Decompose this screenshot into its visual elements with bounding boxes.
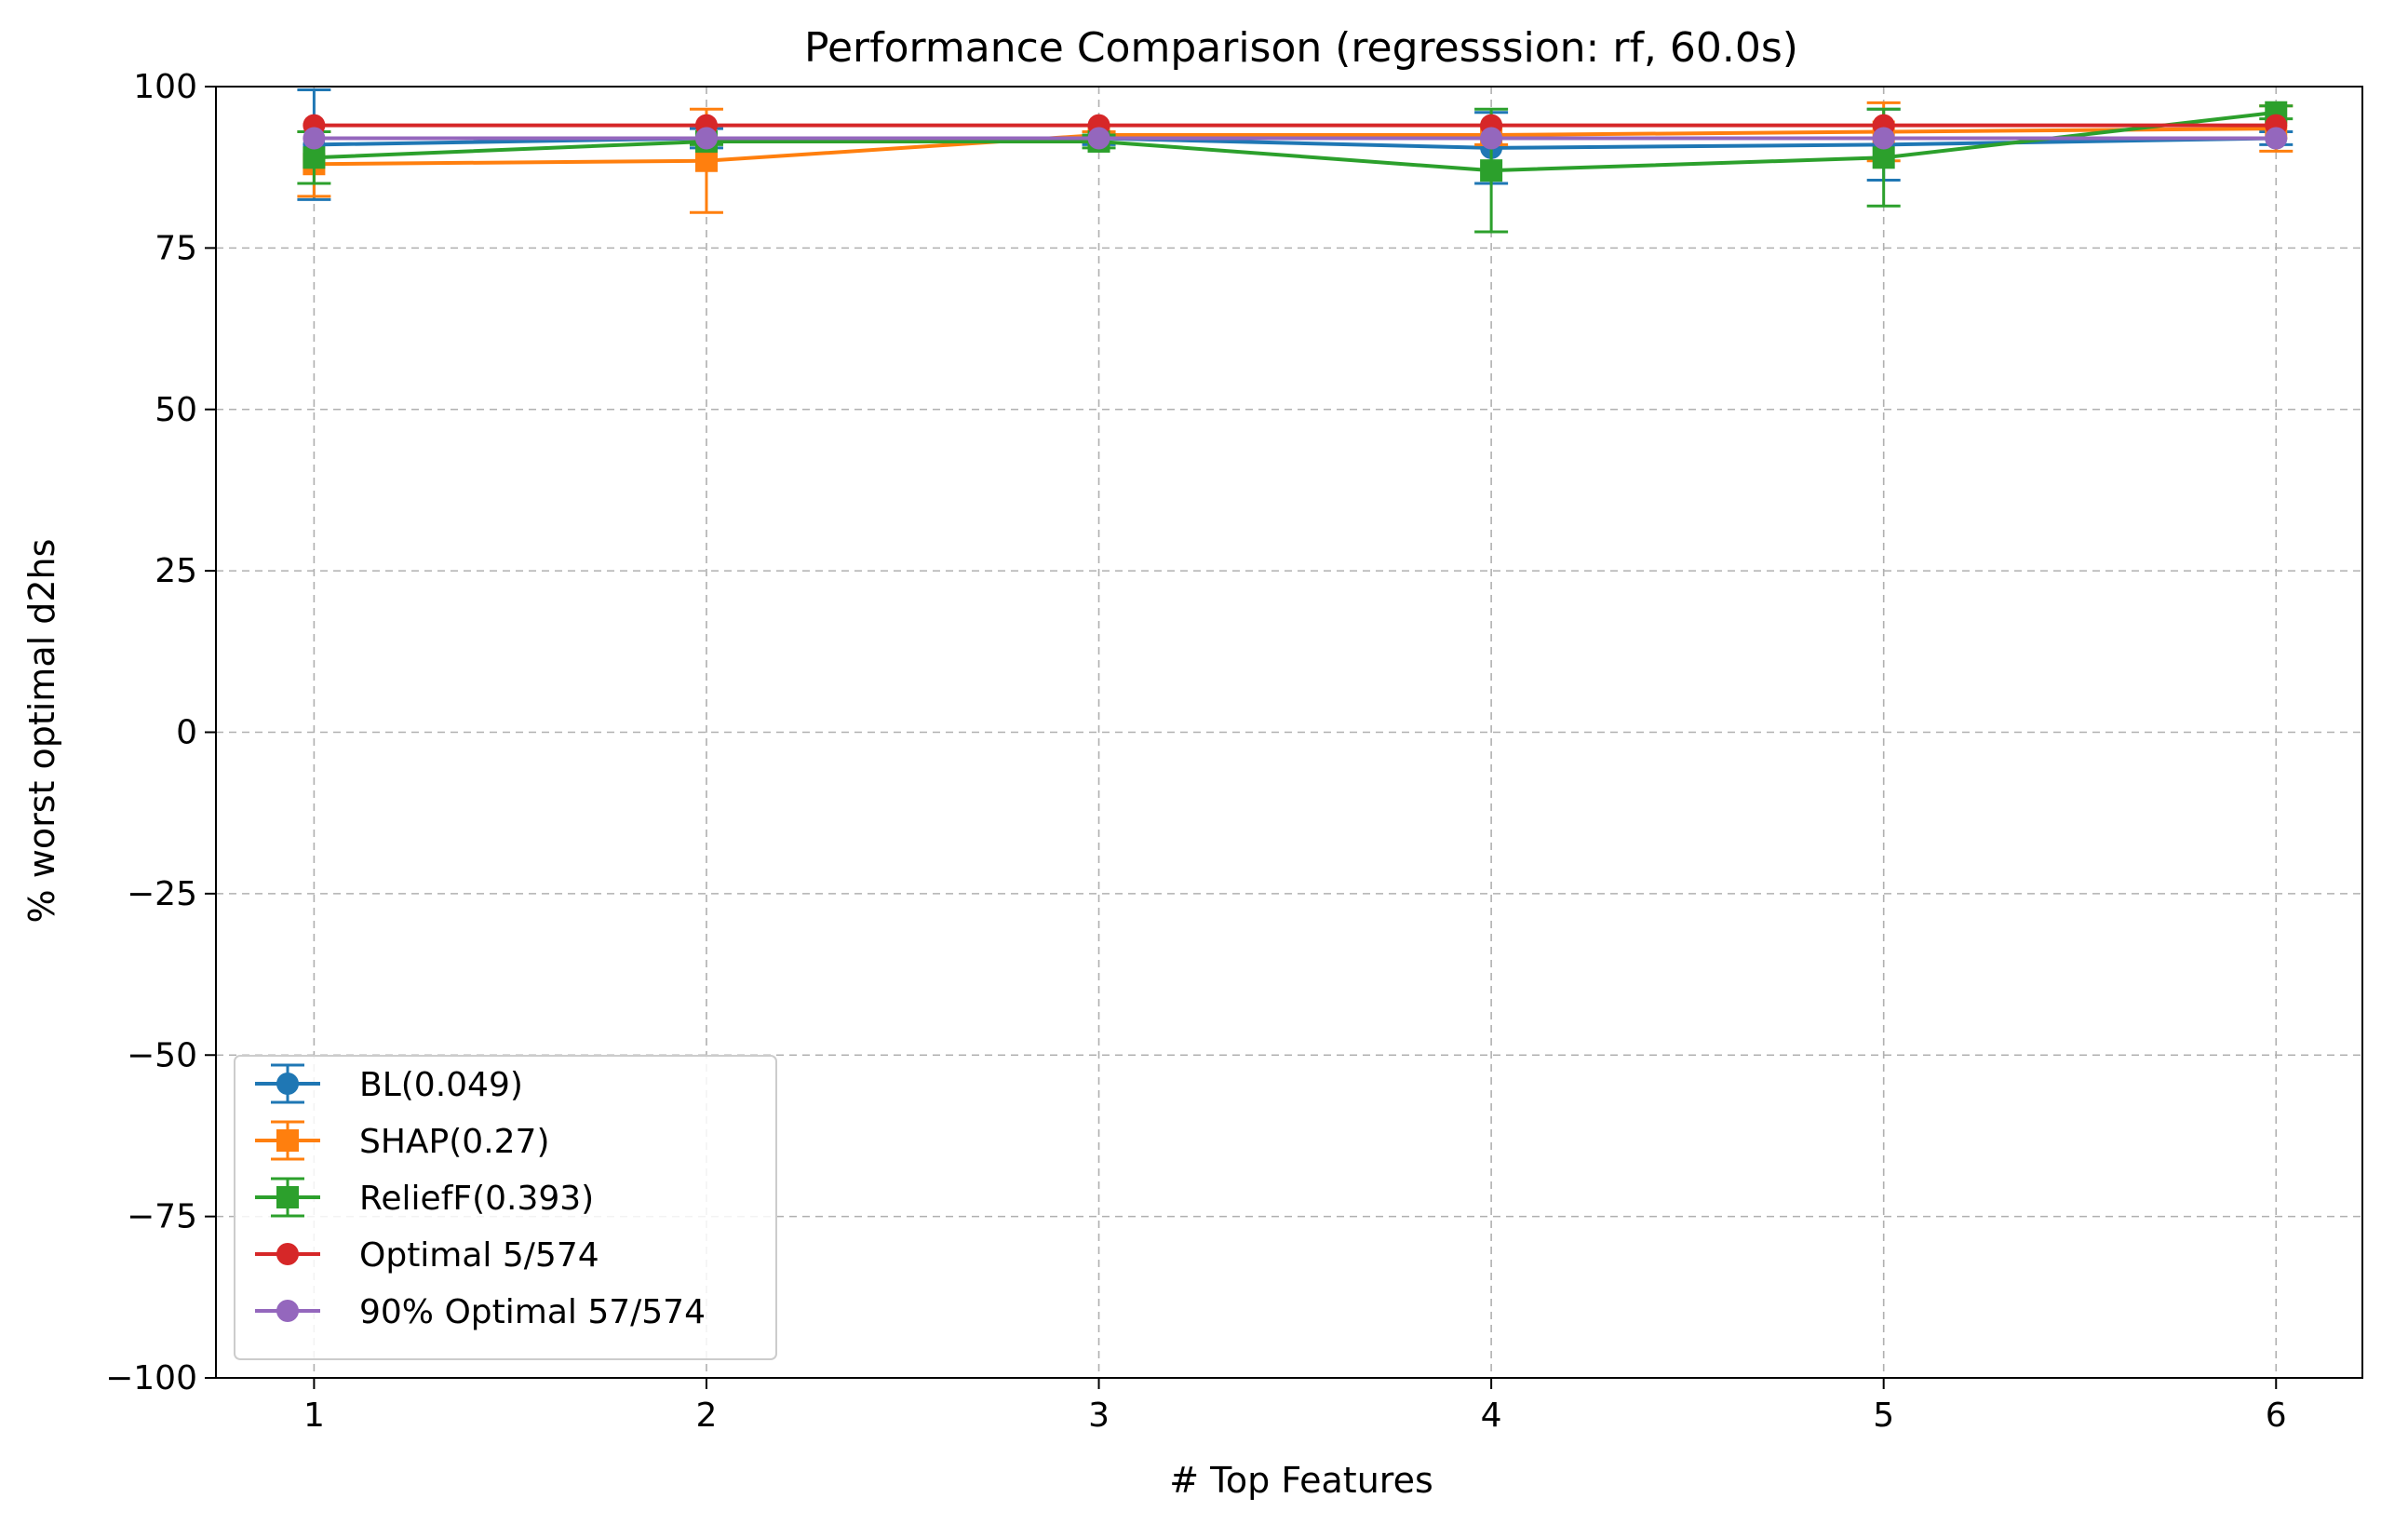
legend-entry-label: 90% Optimal 57/574 <box>359 1293 706 1331</box>
data-point <box>694 149 718 172</box>
series-group <box>303 114 2288 137</box>
x-tick-label: 5 <box>1873 1397 1894 1435</box>
y-tick-label: −75 <box>127 1198 197 1236</box>
data-point <box>1480 159 1503 182</box>
y-tick-label: 75 <box>155 229 197 267</box>
series-group <box>303 127 2288 150</box>
y-tick-label: −100 <box>105 1359 197 1397</box>
y-tick-label: 100 <box>133 68 197 106</box>
data-point <box>1087 127 1110 150</box>
legend: BL(0.049) SHAP(0.27) ReliefF(0.393) Optimal… <box>234 1055 777 1360</box>
legend-entry-label: ReliefF(0.393) <box>359 1180 594 1218</box>
data-point <box>1480 127 1503 150</box>
y-tick-label: −25 <box>127 875 197 913</box>
y-tick-label: 50 <box>155 391 197 429</box>
legend-marker <box>276 1129 299 1152</box>
legend-marker <box>276 1300 299 1322</box>
chart-title: Performance Comparison (regresssion: rf,… <box>804 24 1798 72</box>
y-axis-label: % worst optimal d2hs <box>21 539 62 924</box>
axis-ticks: 1 2 3 4 5 6 100 75 50 25 0 −25 −50 −75 −100 <box>105 68 2287 1435</box>
y-tick-label: 25 <box>155 552 197 590</box>
series-line <box>314 127 2277 167</box>
data-point <box>2265 127 2288 150</box>
y-tick-label: −50 <box>127 1036 197 1074</box>
x-tick-label: 3 <box>1088 1397 1110 1435</box>
legend-box <box>234 1055 777 1360</box>
data-point <box>694 127 718 150</box>
data-point <box>303 146 326 169</box>
legend-marker <box>276 1186 299 1208</box>
legend-entry-label: SHAP(0.27) <box>359 1123 550 1161</box>
x-tick-label: 2 <box>696 1397 718 1435</box>
data-point <box>1872 127 1895 150</box>
legend-entry-label: Optimal 5/574 <box>359 1236 599 1275</box>
data-point <box>1872 146 1895 169</box>
data-point <box>303 127 326 150</box>
legend-marker <box>276 1243 299 1265</box>
legend-marker <box>276 1073 299 1095</box>
grid <box>216 86 2362 1379</box>
x-tick-label: 4 <box>1481 1397 1502 1435</box>
x-tick-label: 1 <box>303 1397 325 1435</box>
x-tick-label: 6 <box>2266 1397 2287 1435</box>
series-group <box>297 101 2294 234</box>
y-tick-label: 0 <box>176 714 197 752</box>
legend-entry-label: BL(0.049) <box>359 1066 523 1104</box>
x-axis-label: # Top Features <box>1169 1460 1433 1501</box>
series-line <box>314 110 2277 173</box>
plot-area <box>297 88 2294 234</box>
